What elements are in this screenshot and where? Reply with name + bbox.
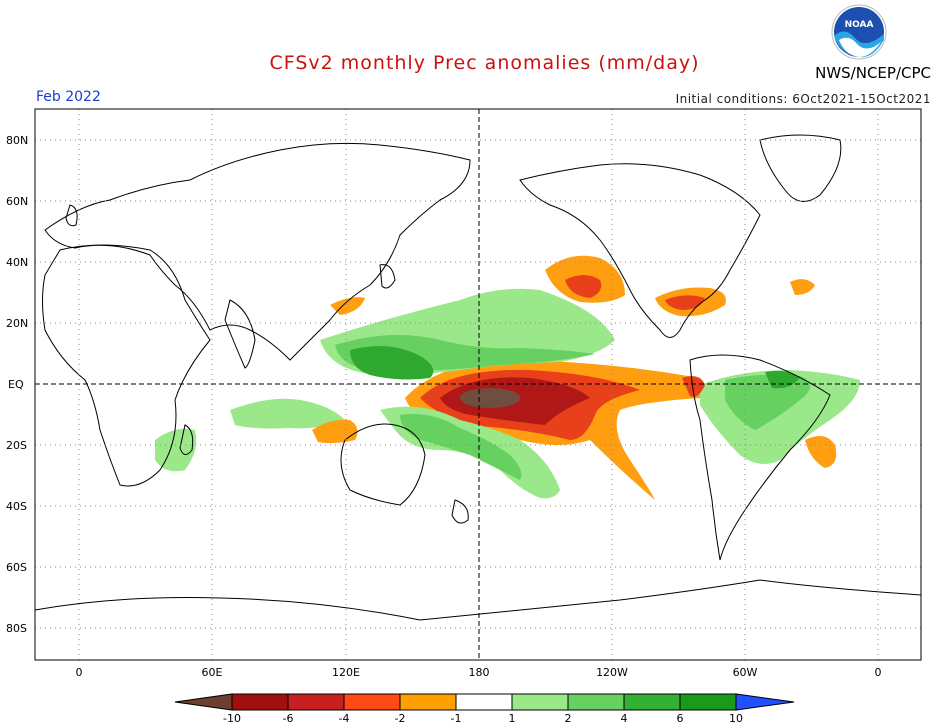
- colorbar-swatch: [231, 693, 289, 711]
- colorbar-labels: -10 -6 -4 -2 -1 1 2 4 6 10: [223, 712, 743, 725]
- lon-label: 120E: [332, 666, 360, 679]
- coastline-japan: [379, 264, 396, 289]
- colorbar-swatch: [287, 693, 345, 711]
- dry-anomaly-extreme-core: [460, 388, 520, 408]
- lat-label: 40N: [6, 256, 28, 269]
- colorbar-tick-label: -10: [223, 712, 241, 725]
- dry-anomaly-japan: [330, 297, 365, 315]
- colorbar-tick-label: 4: [621, 712, 628, 725]
- lon-label: 0: [875, 666, 882, 679]
- coastline-uk: [65, 204, 78, 227]
- forecast-month: Feb 2022: [36, 89, 101, 105]
- coastline-india: [224, 299, 256, 369]
- coastline-madagascar: [179, 424, 194, 455]
- colorbar-swatch: [567, 693, 625, 711]
- colorbar-tick-label: -6: [283, 712, 294, 725]
- coastline-greenland: [759, 134, 842, 202]
- colorbar-tick-label: -1: [451, 712, 462, 725]
- colorbar-swatch: [343, 693, 401, 711]
- longitude-labels: 0 60E 120E 180 120W 60W 0: [76, 666, 882, 679]
- lon-label: 180: [469, 666, 490, 679]
- colorbar-swatch: [623, 693, 681, 711]
- latitude-labels: 80N 60N 40N 20N EQ 20S 40S 60S 80S: [6, 134, 28, 635]
- coastline-south-america: [689, 354, 831, 561]
- lon-label: 60E: [202, 666, 223, 679]
- colorbar-arrow-high: [735, 693, 795, 711]
- colorbar-tick-label: 2: [565, 712, 572, 725]
- dry-anomaly-moderate-gulf-mexico: [665, 295, 705, 310]
- wet-anomaly-south-africa: [155, 428, 197, 472]
- dry-anomaly-moderate-northeast-pacific: [565, 275, 602, 298]
- noaa-logo-icon: NOAA: [831, 4, 887, 60]
- colorbar-tick-label: -2: [395, 712, 406, 725]
- coastline-africa: [42, 244, 211, 487]
- colorbar-tick-label: 10: [729, 712, 743, 725]
- lat-label: 20S: [6, 439, 27, 452]
- initial-conditions: Initial conditions: 6Oct2021-15Oct2021: [675, 92, 931, 106]
- coastline-australia: [340, 423, 426, 506]
- colorbar: -10 -6 -4 -2 -1 1 2 4 6 10: [174, 693, 795, 725]
- lon-label: 0: [76, 666, 83, 679]
- lat-label: 60S: [6, 561, 27, 574]
- colorbar-swatches: [174, 693, 795, 711]
- noaa-logo-text: NOAA: [845, 20, 874, 30]
- wet-anomaly-moderate-south-pacific: [400, 413, 522, 480]
- coastline-north-america: [519, 163, 761, 338]
- anomaly-field: [155, 255, 860, 500]
- dry-anomaly-indonesia: [312, 419, 358, 444]
- dry-anomaly-north-atlantic: [790, 279, 815, 295]
- colorbar-swatch: [679, 693, 737, 711]
- agency-label: NWS/NCEP/CPC: [815, 64, 931, 82]
- lon-label: 120W: [596, 666, 628, 679]
- lat-label: 20N: [6, 317, 28, 330]
- coastline-eurasia: [44, 142, 471, 361]
- wet-anomaly-strong-warm-pool: [350, 346, 434, 380]
- wet-anomaly-moderate-south-america: [725, 374, 810, 430]
- colorbar-swatch: [511, 693, 569, 711]
- lon-label: 60W: [733, 666, 758, 679]
- equator-dateline: [35, 109, 921, 660]
- colorbar-arrow-low: [174, 693, 233, 711]
- map-title: CFSv2 monthly Prec anomalies (mm/day): [269, 52, 700, 74]
- colorbar-swatch: [455, 693, 513, 711]
- map-frame: [34, 108, 922, 661]
- lat-label: 80S: [6, 622, 27, 635]
- lat-label: 40S: [6, 500, 27, 513]
- dry-anomaly-south-atlantic: [805, 436, 837, 468]
- lat-label: 60N: [6, 195, 28, 208]
- coastline-antarctica: [35, 579, 921, 621]
- colorbar-tick-label: -4: [339, 712, 350, 725]
- colorbar-tick-label: 1: [509, 712, 516, 725]
- wet-anomaly-indian-ocean: [230, 398, 345, 429]
- colorbar-tick-label: 6: [677, 712, 684, 725]
- coastlines: [35, 134, 921, 621]
- lat-label: EQ: [8, 378, 24, 391]
- coastline-new-zealand: [451, 499, 469, 524]
- colorbar-swatch: [399, 693, 457, 711]
- lat-label: 80N: [6, 134, 28, 147]
- dry-anomaly-equatorial-east-pacific: [682, 376, 705, 397]
